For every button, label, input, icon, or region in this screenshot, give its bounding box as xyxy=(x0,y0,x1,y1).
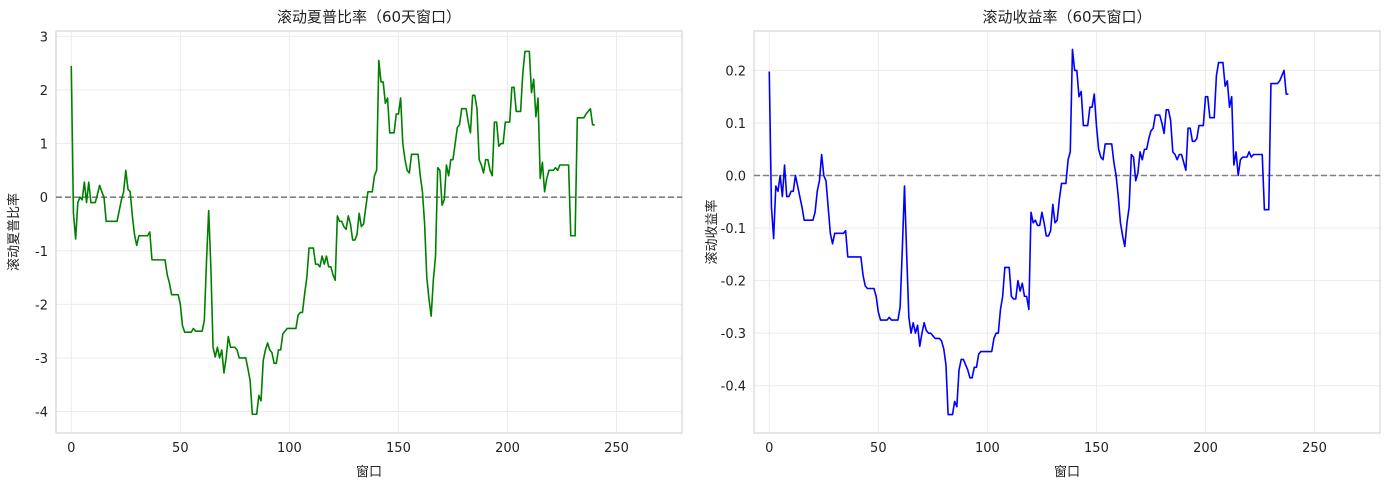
y-tick-label: 0.1 xyxy=(725,117,746,132)
y-tick-label: -4 xyxy=(35,406,48,421)
y-tick-label: 0.0 xyxy=(725,170,746,185)
y-tick-label: -3 xyxy=(35,352,48,367)
y-tick-label: -0.1 xyxy=(721,222,746,237)
y-tick-label: 2 xyxy=(40,84,48,99)
x-tick-label: 50 xyxy=(870,441,887,456)
x-axis-label: 窗口 xyxy=(356,464,382,480)
plot-frame xyxy=(753,30,1381,434)
y-tick-label: -0.4 xyxy=(721,380,746,395)
y-tick-label: -2 xyxy=(35,298,48,313)
x-tick-label: 100 xyxy=(975,441,1000,456)
y-axis-label: 滚动夏普比率 xyxy=(6,193,22,271)
plot-area xyxy=(56,31,682,433)
series-line xyxy=(768,48,1289,416)
x-tick-label: 0 xyxy=(765,441,773,456)
y-tick-label: -1 xyxy=(35,245,48,260)
y-tick-label: -0.3 xyxy=(721,327,746,342)
x-tick-label: 150 xyxy=(386,441,411,456)
y-tick-label: 0.2 xyxy=(725,64,746,79)
plot-area xyxy=(754,31,1380,433)
chart-title: 滚动夏普比率（60天窗口） xyxy=(277,8,461,26)
y-axis-label: 滚动收益率 xyxy=(704,199,720,264)
y-tick-label: 1 xyxy=(40,138,48,153)
x-tick-label: 0 xyxy=(67,441,75,456)
x-tick-label: 100 xyxy=(277,441,302,456)
series-line xyxy=(70,50,595,416)
x-tick-label: 250 xyxy=(604,441,629,456)
x-tick-label: 250 xyxy=(1302,441,1327,456)
x-tick-label: 50 xyxy=(172,441,189,456)
x-axis-label: 窗口 xyxy=(1054,464,1080,480)
x-tick-label: 150 xyxy=(1084,441,1109,456)
x-tick-label: 200 xyxy=(1193,441,1218,456)
x-tick-label: 200 xyxy=(495,441,520,456)
y-tick-label: 0 xyxy=(40,191,48,206)
y-tick-label: 3 xyxy=(40,30,48,45)
y-tick-label: -0.2 xyxy=(721,275,746,290)
chart-title: 滚动收益率（60天窗口） xyxy=(982,8,1151,26)
sharpe-ratio-chart: 0 50 100 150 200 250 3 2 1 0 -1 -2 -3 -4 滚动夏普比率（60天窗口）… xyxy=(6,8,683,480)
plot-frame xyxy=(55,30,683,434)
return-chart: 0 50 100 150 200 250 0.2 0.1 0.0 -0.1 -0.2 -0.3 -0.4… xyxy=(704,8,1381,480)
